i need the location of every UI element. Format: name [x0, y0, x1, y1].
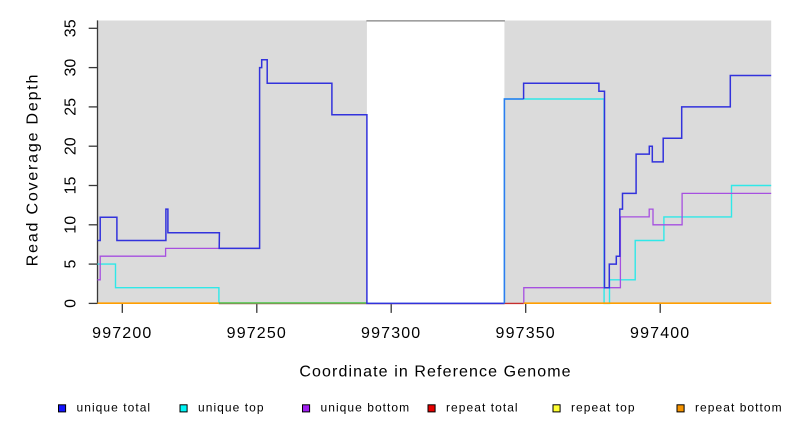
svg-text:997300: 997300	[361, 325, 421, 342]
svg-text:unique top: unique top	[198, 400, 265, 414]
svg-text:20: 20	[63, 137, 80, 155]
svg-text:35: 35	[63, 19, 80, 37]
svg-text:Coordinate in Reference Genome: Coordinate in Reference Genome	[299, 364, 571, 381]
svg-text:997400: 997400	[630, 325, 690, 342]
svg-text:25: 25	[63, 98, 80, 116]
svg-text:5: 5	[63, 260, 80, 269]
svg-text:997250: 997250	[227, 325, 287, 342]
svg-text:repeat top: repeat top	[571, 400, 636, 414]
svg-text:0: 0	[63, 299, 80, 308]
svg-text:15: 15	[63, 177, 80, 195]
svg-text:Read Coverage Depth: Read Coverage Depth	[25, 73, 42, 266]
svg-text:10: 10	[63, 216, 80, 234]
svg-text:repeat total: repeat total	[446, 400, 519, 414]
svg-text:repeat bottom: repeat bottom	[695, 400, 783, 414]
svg-text:30: 30	[63, 59, 80, 77]
svg-text:unique bottom: unique bottom	[321, 400, 411, 414]
svg-text:unique total: unique total	[77, 400, 152, 414]
svg-text:997350: 997350	[496, 325, 556, 342]
svg-text:997200: 997200	[92, 325, 152, 342]
